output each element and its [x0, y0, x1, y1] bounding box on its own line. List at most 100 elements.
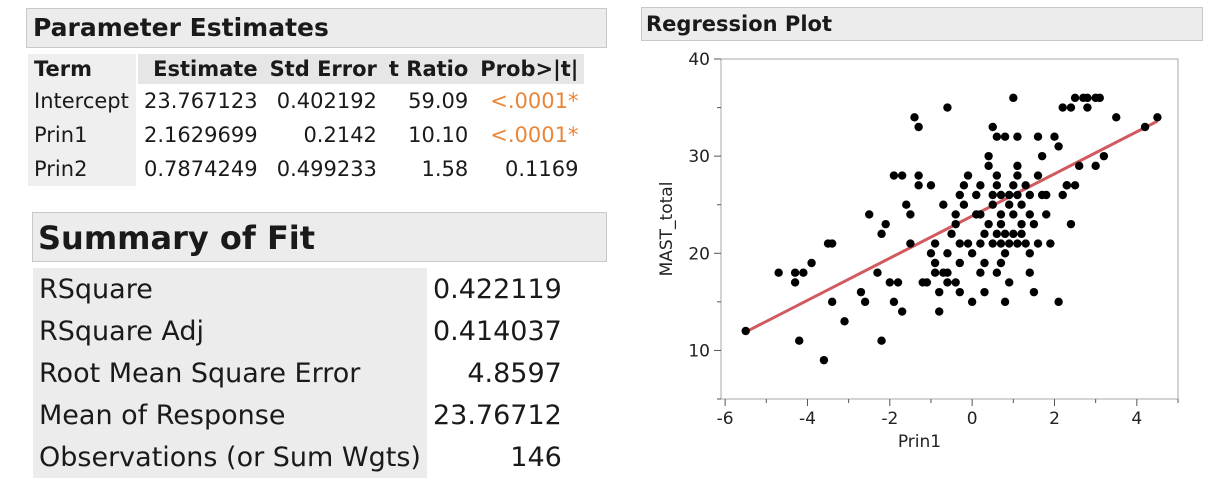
data-point[interactable]	[1013, 171, 1022, 180]
data-point[interactable]	[984, 219, 993, 229]
data-point[interactable]	[1058, 103, 1067, 112]
data-point[interactable]	[914, 181, 923, 190]
data-point[interactable]	[840, 317, 849, 326]
data-point[interactable]	[1037, 151, 1047, 161]
data-point[interactable]	[935, 307, 944, 316]
data-point[interactable]	[984, 151, 993, 161]
data-point[interactable]	[943, 268, 952, 277]
column-header-std-error[interactable]: Std Error	[263, 54, 383, 84]
column-header-t-ratio[interactable]: t Ratio	[382, 54, 475, 84]
data-point[interactable]	[976, 181, 985, 190]
data-point[interactable]	[967, 297, 977, 307]
data-point[interactable]	[943, 249, 952, 258]
data-point[interactable]	[951, 278, 960, 287]
data-point[interactable]	[1009, 210, 1018, 219]
data-point[interactable]	[914, 122, 923, 132]
data-point[interactable]	[980, 229, 989, 239]
data-point[interactable]	[1025, 268, 1034, 277]
data-point[interactable]	[1017, 229, 1026, 239]
data-point[interactable]	[1025, 210, 1034, 219]
data-point[interactable]	[1000, 249, 1010, 258]
data-point[interactable]	[897, 171, 907, 180]
data-point[interactable]	[976, 268, 985, 277]
data-point[interactable]	[1013, 132, 1022, 141]
regression-plot-chart[interactable]: -6 -4 -2 0 2 4 10 20 30 40 Prin1 MAST_total	[641, 42, 1201, 482]
data-point[interactable]	[988, 239, 997, 248]
data-point[interactable]	[1013, 190, 1022, 200]
data-point[interactable]	[1013, 161, 1022, 171]
data-point[interactable]	[1009, 181, 1018, 190]
data-point[interactable]	[996, 258, 1006, 268]
data-point[interactable]	[955, 258, 964, 268]
data-point[interactable]	[1013, 239, 1022, 248]
summary-of-fit-header[interactable]: Summary of Fit	[32, 212, 607, 262]
data-point[interactable]	[1042, 190, 1051, 200]
data-point[interactable]	[1083, 93, 1092, 103]
data-point[interactable]	[906, 239, 915, 248]
parameter-estimates-header[interactable]: Parameter Estimates	[26, 8, 607, 48]
data-point[interactable]	[860, 297, 870, 307]
column-header-estimate[interactable]: Estimate	[138, 54, 264, 84]
data-point[interactable]	[967, 249, 977, 258]
data-point[interactable]	[807, 258, 816, 268]
data-point[interactable]	[1054, 142, 1063, 151]
data-point[interactable]	[1021, 239, 1030, 248]
data-point[interactable]	[922, 278, 932, 287]
data-point[interactable]	[1000, 229, 1010, 239]
data-point[interactable]	[906, 210, 915, 219]
data-point[interactable]	[914, 171, 923, 180]
data-point[interactable]	[972, 190, 981, 200]
data-point[interactable]	[930, 268, 940, 277]
data-point[interactable]	[1062, 181, 1072, 190]
data-point[interactable]	[988, 122, 997, 132]
data-point[interactable]	[980, 258, 989, 268]
data-point[interactable]	[1000, 132, 1010, 141]
data-point[interactable]	[1025, 249, 1034, 258]
data-point[interactable]	[856, 287, 866, 297]
data-point[interactable]	[877, 229, 886, 239]
data-point[interactable]	[827, 297, 837, 307]
data-point[interactable]	[1066, 103, 1076, 112]
data-point[interactable]	[951, 210, 960, 219]
data-point[interactable]	[926, 249, 936, 258]
data-point[interactable]	[1099, 151, 1109, 161]
data-point[interactable]	[959, 200, 969, 209]
data-point[interactable]	[774, 268, 783, 277]
data-point[interactable]	[1054, 297, 1063, 307]
data-point[interactable]	[1004, 278, 1014, 287]
data-point[interactable]	[741, 326, 750, 336]
data-point[interactable]	[976, 210, 985, 219]
data-point[interactable]	[1033, 239, 1043, 248]
data-point[interactable]	[955, 239, 964, 248]
data-point[interactable]	[996, 239, 1006, 248]
data-point[interactable]	[893, 278, 903, 287]
data-point[interactable]	[992, 132, 1002, 141]
data-point[interactable]	[1042, 210, 1051, 219]
data-point[interactable]	[897, 307, 907, 316]
data-point[interactable]	[795, 336, 804, 345]
data-point[interactable]	[877, 336, 886, 345]
data-point[interactable]	[1025, 190, 1034, 200]
data-point[interactable]	[1140, 122, 1150, 132]
data-point[interactable]	[1070, 181, 1080, 190]
data-point[interactable]	[889, 297, 899, 307]
data-point[interactable]	[935, 287, 944, 297]
data-point[interactable]	[1029, 219, 1039, 229]
data-point[interactable]	[1021, 181, 1030, 190]
data-point[interactable]	[992, 171, 1002, 180]
data-point[interactable]	[790, 268, 800, 277]
data-point[interactable]	[943, 278, 952, 287]
data-point[interactable]	[984, 161, 993, 171]
data-point[interactable]	[881, 219, 890, 229]
data-point[interactable]	[943, 103, 952, 112]
data-point[interactable]	[902, 200, 911, 209]
data-point[interactable]	[1004, 200, 1014, 209]
data-point[interactable]	[1074, 161, 1084, 171]
data-point[interactable]	[1009, 229, 1018, 239]
data-point[interactable]	[1091, 161, 1100, 171]
data-point[interactable]	[955, 287, 964, 297]
data-point[interactable]	[910, 113, 919, 122]
data-point[interactable]	[951, 219, 960, 229]
data-point[interactable]	[1050, 132, 1059, 141]
data-point[interactable]	[976, 239, 985, 248]
